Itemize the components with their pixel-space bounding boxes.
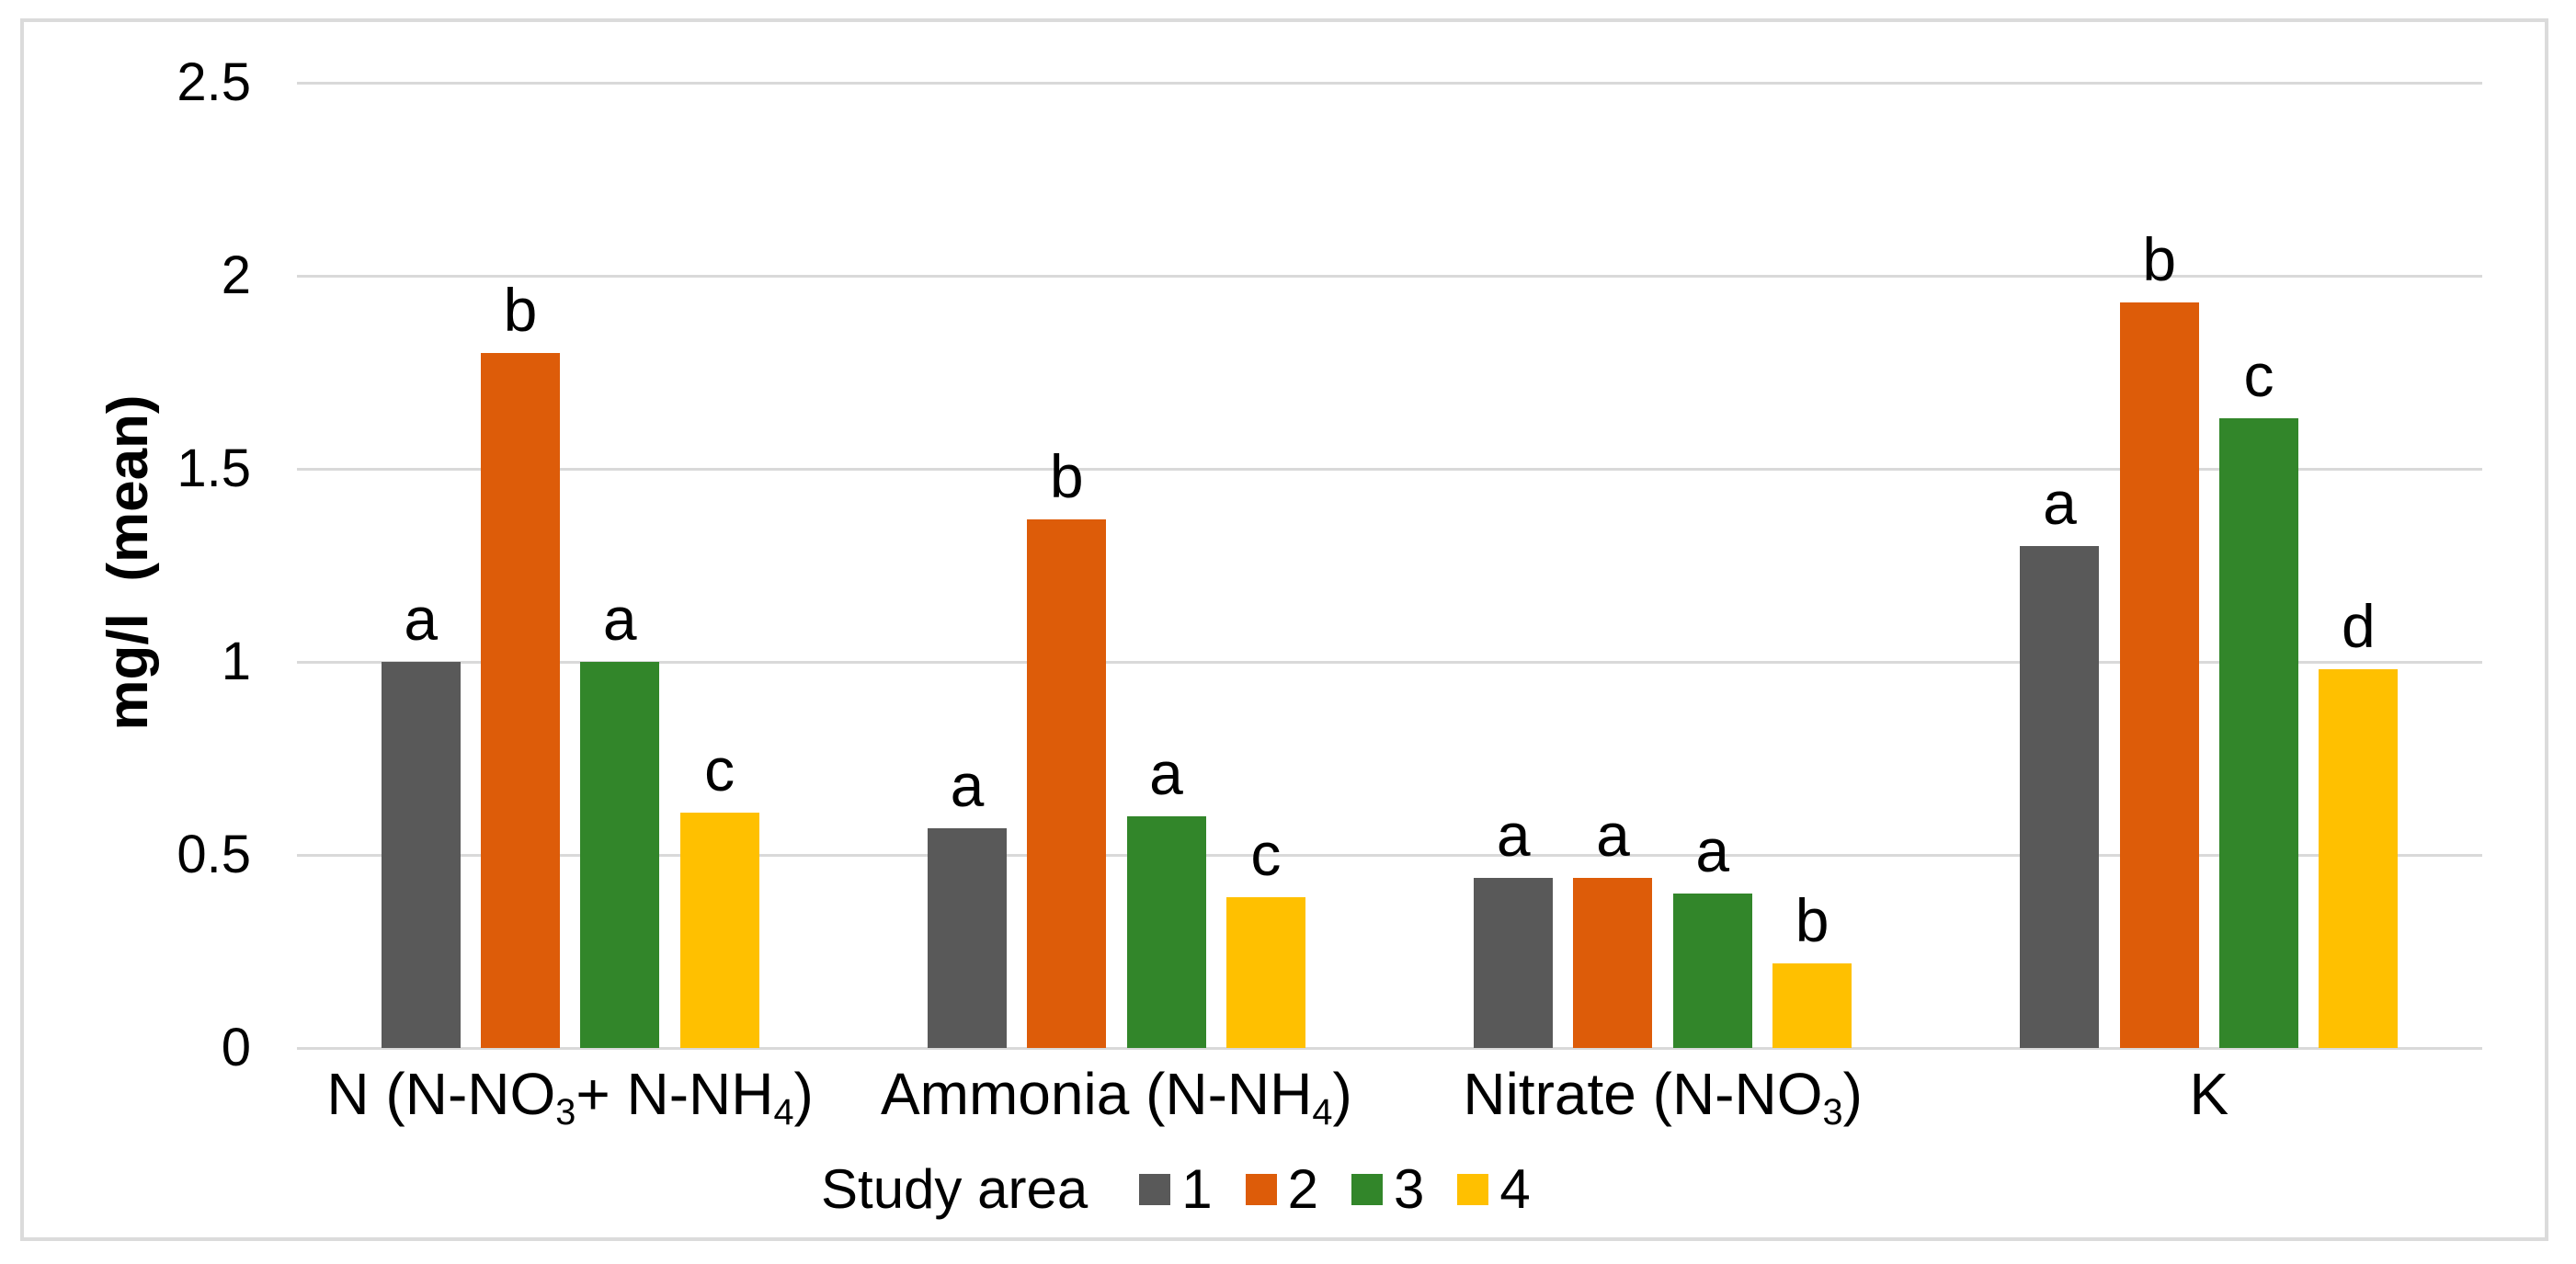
x-category-label-1: N (N-NO3+ N-NH4) — [326, 1061, 814, 1133]
legend-swatch-4 — [1457, 1174, 1489, 1205]
significance-letter-area1-cat4: a — [2043, 469, 2077, 537]
gridline-y-2.5 — [297, 81, 2482, 85]
y-tick-label-0: 0 — [221, 1018, 251, 1077]
bar-area1-cat3 — [1474, 878, 1554, 1048]
bar-area4-cat1 — [679, 812, 759, 1048]
bar-area3-cat2 — [1126, 816, 1206, 1048]
legend-item-3: 3 — [1351, 1162, 1424, 1217]
bar-area3-cat3 — [1672, 894, 1752, 1048]
gridline-y-0.5 — [297, 853, 2482, 857]
significance-letter-area3-cat4: c — [2243, 341, 2274, 410]
bar-area4-cat4 — [2319, 669, 2399, 1048]
significance-letter-area2-cat2: b — [1049, 441, 1084, 510]
significance-letter-area1-cat3: a — [1496, 801, 1531, 870]
bar-area3-cat4 — [2219, 418, 2299, 1048]
gridline-y-2 — [297, 274, 2482, 278]
gridline-y-1 — [297, 660, 2482, 664]
bar-area2-cat3 — [1573, 878, 1653, 1048]
legend-item-4: 4 — [1457, 1158, 1531, 1220]
y-tick-label-2.5: 2.5 — [177, 52, 251, 112]
bar-area2-cat2 — [1027, 518, 1107, 1048]
gridline-y-0 — [297, 1046, 2482, 1050]
y-tick-label-1.5: 1.5 — [177, 438, 251, 498]
bar-area3-cat1 — [580, 662, 660, 1048]
significance-letter-area3-cat3: a — [1695, 816, 1730, 884]
bar-area2-cat4 — [2119, 302, 2199, 1048]
significance-letter-area2-cat4: b — [2142, 225, 2177, 294]
bar-area2-cat1 — [480, 353, 560, 1048]
legend-title: Study area — [821, 1158, 1089, 1220]
significance-letter-area4-cat1: c — [704, 734, 735, 803]
legend-label-2: 2 — [1287, 1158, 1318, 1220]
legend-swatch-3 — [1351, 1174, 1383, 1205]
significance-letter-area2-cat1: b — [503, 276, 538, 344]
legend-swatch-2 — [1245, 1174, 1277, 1205]
plot-area: 0 0.5 1 1.5 2 2.5 a b a c a b a c a a a b a b c d — [177, 56, 2482, 1075]
significance-letter-area1-cat2: a — [950, 750, 985, 819]
legend-label-1: 1 — [1181, 1158, 1213, 1220]
x-category-label-3: Nitrate (N-NO3) — [1463, 1061, 1863, 1133]
legend-label-4: 4 — [1499, 1158, 1531, 1220]
bar-area1-cat2 — [927, 827, 1007, 1048]
significance-letter-area3-cat1: a — [602, 585, 637, 653]
x-category-label-4: K — [2189, 1061, 2229, 1127]
y-tick-label-2: 2 — [221, 245, 251, 305]
legend-swatch-1 — [1139, 1174, 1171, 1205]
y-tick-label-0.5: 0.5 — [177, 825, 251, 884]
significance-letter-area2-cat3: a — [1596, 801, 1630, 870]
significance-letter-area4-cat3: b — [1795, 885, 1829, 954]
bar-area1-cat4 — [2020, 546, 2100, 1048]
y-tick-label-1: 1 — [221, 632, 251, 691]
legend-item-1: 1 — [1139, 1158, 1213, 1220]
bar-area4-cat2 — [1225, 897, 1305, 1048]
significance-letter-area1-cat1: a — [404, 585, 439, 653]
gridline-y-1.5 — [297, 467, 2482, 471]
bar-area1-cat1 — [381, 662, 461, 1048]
legend-label-3: 3 — [1393, 1158, 1425, 1220]
bar-area4-cat3 — [1772, 962, 1852, 1048]
legend-item-2: 2 — [1245, 1158, 1318, 1220]
significance-letter-area4-cat2: c — [1250, 820, 1282, 889]
significance-letter-area3-cat2: a — [1149, 739, 1183, 807]
significance-letter-area4-cat4: d — [2341, 592, 2376, 661]
y-axis-title: mg/l (mean) — [97, 394, 160, 731]
x-category-label-2: Ammonia (N-NH4) — [880, 1061, 1352, 1133]
